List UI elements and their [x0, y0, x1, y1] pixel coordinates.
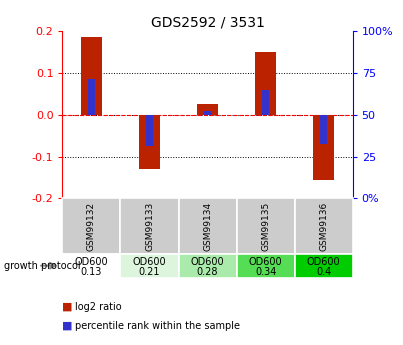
Bar — [320, 115, 327, 144]
Text: 0.13: 0.13 — [81, 267, 102, 277]
Text: OD600: OD600 — [133, 257, 166, 267]
Text: GSM99132: GSM99132 — [87, 201, 96, 250]
Text: GSM99133: GSM99133 — [145, 201, 154, 250]
Text: OD600: OD600 — [191, 257, 224, 267]
Text: ■: ■ — [62, 321, 73, 331]
Bar — [204, 110, 211, 115]
Text: 0.4: 0.4 — [316, 267, 331, 277]
Text: ■: ■ — [62, 302, 73, 312]
Text: OD600: OD600 — [307, 257, 341, 267]
Bar — [295, 254, 353, 278]
Text: OD600: OD600 — [75, 257, 108, 267]
Bar — [62, 254, 120, 278]
Text: 0.34: 0.34 — [255, 267, 276, 277]
Bar — [139, 115, 160, 169]
Text: GSM99134: GSM99134 — [203, 201, 212, 250]
Bar — [120, 198, 179, 254]
Bar — [314, 115, 334, 179]
Bar — [179, 254, 237, 278]
Bar — [88, 79, 95, 115]
Text: OD600: OD600 — [249, 257, 283, 267]
Text: log2 ratio: log2 ratio — [75, 302, 121, 312]
Title: GDS2592 / 3531: GDS2592 / 3531 — [151, 16, 264, 30]
Bar — [81, 37, 102, 115]
Bar — [237, 254, 295, 278]
Text: GSM99136: GSM99136 — [319, 201, 328, 250]
Text: 0.21: 0.21 — [139, 267, 160, 277]
Bar — [237, 198, 295, 254]
Bar — [262, 90, 269, 115]
Bar — [179, 198, 237, 254]
Bar — [120, 254, 179, 278]
Bar — [197, 104, 218, 115]
Bar — [295, 198, 353, 254]
Bar — [256, 52, 276, 115]
Text: 0.28: 0.28 — [197, 267, 218, 277]
Bar — [146, 115, 153, 146]
Text: GSM99135: GSM99135 — [261, 201, 270, 250]
Text: growth protocol: growth protocol — [4, 261, 81, 270]
Text: percentile rank within the sample: percentile rank within the sample — [75, 321, 239, 331]
Bar — [62, 198, 120, 254]
